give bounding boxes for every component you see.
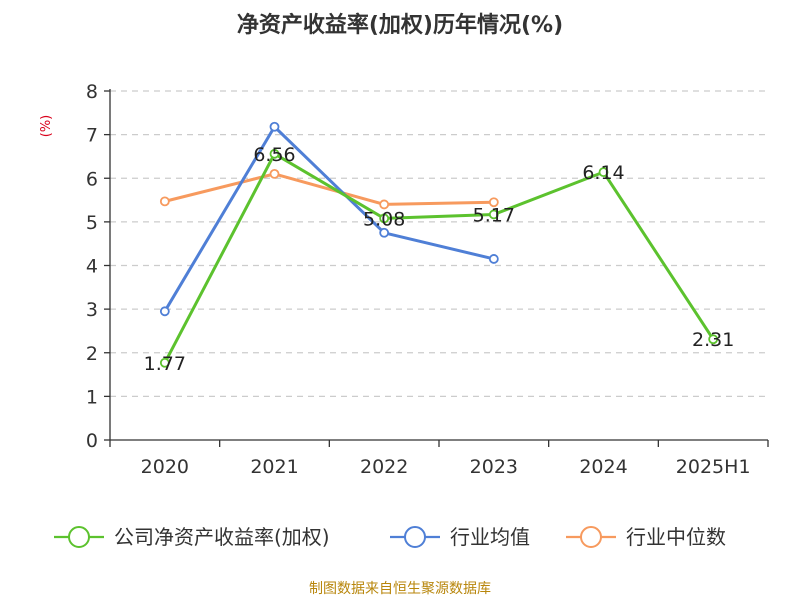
x-tick-label: 2023 bbox=[470, 456, 518, 478]
x-tick-label: 2021 bbox=[250, 456, 298, 478]
y-tick-label: 7 bbox=[86, 125, 98, 147]
chart-title: 净资产收益率(加权)历年情况(%) bbox=[237, 12, 563, 38]
legend-marker bbox=[68, 526, 90, 548]
data-point[interactable] bbox=[269, 168, 280, 179]
data-label: 6.56 bbox=[253, 144, 295, 166]
legend-label[interactable]: 公司净资产收益率(加权) bbox=[114, 525, 330, 549]
data-point[interactable] bbox=[598, 167, 609, 178]
data-label: 1.77 bbox=[144, 353, 186, 375]
data-point[interactable] bbox=[159, 196, 170, 207]
y-tick-label: 8 bbox=[86, 81, 98, 103]
axes: 0 1 2 3 4 5 6 7 8 2020 2021 2022 2023 2024 2025H1 bbox=[86, 81, 769, 478]
x-tick-label: 2025H1 bbox=[676, 456, 751, 478]
y-tick-label: 2 bbox=[86, 343, 98, 365]
data-point[interactable] bbox=[269, 121, 280, 132]
source-note: 制图数据来自恒生聚源数据库 bbox=[309, 581, 491, 597]
series-line bbox=[163, 152, 715, 364]
y-tick-label: 5 bbox=[86, 212, 98, 234]
y-tick-label: 0 bbox=[86, 430, 98, 452]
data-point[interactable] bbox=[159, 306, 170, 317]
legend-marker bbox=[404, 526, 426, 548]
data-point[interactable] bbox=[379, 213, 390, 224]
data-label: 2.31 bbox=[692, 329, 734, 351]
data-labels: 1.77 6.56 5.08 5.17 6.14 2.31 bbox=[144, 144, 735, 375]
data-point[interactable] bbox=[379, 199, 390, 210]
series-line bbox=[164, 172, 494, 206]
series-group bbox=[159, 121, 719, 368]
legend-marker bbox=[580, 526, 602, 548]
data-point[interactable] bbox=[159, 357, 170, 368]
y-tick-label: 6 bbox=[86, 168, 98, 190]
x-tick-label: 2020 bbox=[141, 456, 189, 478]
grid bbox=[110, 90, 768, 397]
y-tick-label: 4 bbox=[86, 256, 98, 278]
data-point[interactable] bbox=[269, 148, 280, 159]
data-point[interactable] bbox=[379, 227, 390, 238]
legend-label[interactable]: 行业中位数 bbox=[626, 525, 726, 549]
data-point[interactable] bbox=[488, 209, 499, 220]
x-tick-label: 2024 bbox=[579, 456, 627, 478]
data-label: 6.14 bbox=[582, 162, 624, 184]
x-tick-label: 2022 bbox=[360, 456, 408, 478]
data-label: 5.08 bbox=[363, 208, 405, 230]
data-label: 5.17 bbox=[473, 204, 515, 226]
data-point[interactable] bbox=[488, 254, 499, 264]
y-tick-label: 3 bbox=[86, 299, 98, 321]
legend[interactable]: 公司净资产收益率(加权) 行业均值 行业中位数 bbox=[54, 525, 726, 549]
legend-label[interactable]: 行业均值 bbox=[450, 525, 530, 549]
data-point[interactable] bbox=[488, 197, 499, 208]
y-tick-label: 1 bbox=[86, 386, 98, 408]
data-point[interactable] bbox=[708, 334, 719, 345]
y-axis-label: (%) bbox=[39, 115, 54, 138]
series-line bbox=[163, 125, 495, 313]
